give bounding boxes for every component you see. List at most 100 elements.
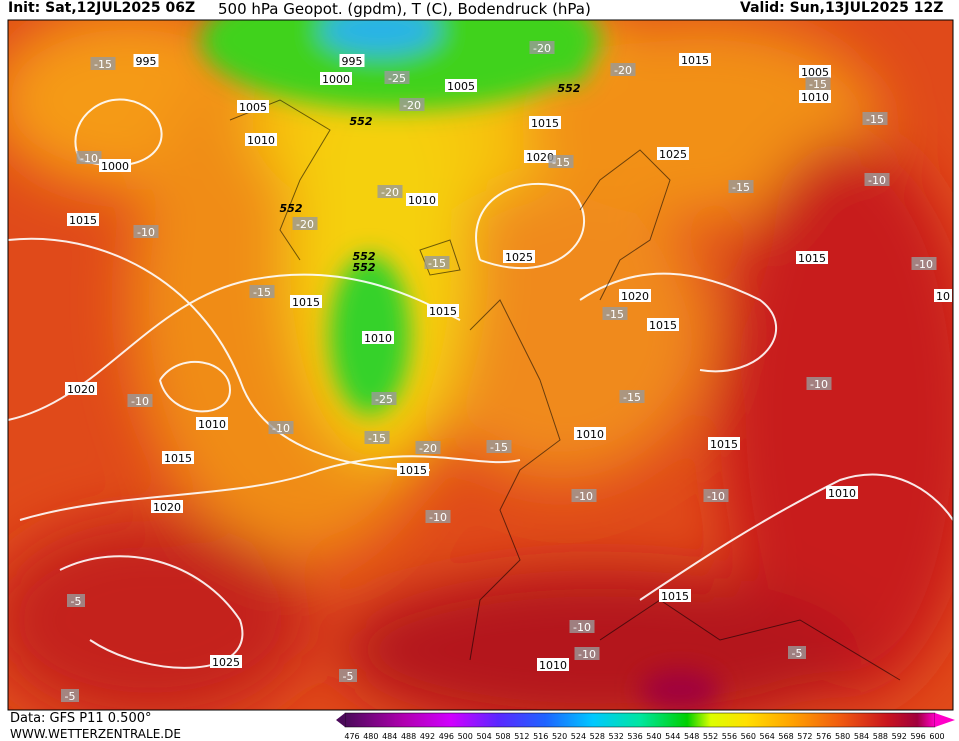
map-label: 1015: [796, 251, 828, 265]
label-box: [934, 289, 952, 302]
map-label: -10: [703, 489, 729, 503]
map-label: -15: [424, 256, 450, 270]
label-box: [397, 463, 429, 476]
colorbar-arrow: [935, 713, 955, 727]
label-box: [99, 159, 131, 172]
colorbar-label: 516: [533, 732, 548, 741]
website: WWW.WETTERZENTRALE.DE: [10, 727, 181, 741]
label-box: [647, 318, 679, 331]
label-box: [427, 304, 459, 317]
label-box: [864, 173, 890, 186]
label-box: [196, 417, 228, 430]
map-label-text: -25: [388, 72, 406, 85]
map-label-text: 552: [353, 250, 376, 263]
map-label-text: -10: [131, 395, 149, 408]
map-label-text: -10: [575, 490, 593, 503]
label-box: [151, 500, 183, 513]
colorbar-label: 496: [439, 732, 454, 741]
map-label-text: -10: [573, 621, 591, 634]
map-label: -20: [399, 98, 425, 112]
map-label: -10: [864, 173, 890, 187]
map-label: 1025: [657, 147, 689, 161]
colorbar-label: 596: [910, 732, 925, 741]
label-box: [371, 392, 397, 405]
label-box: [133, 54, 159, 67]
map-label-text: -15: [428, 257, 446, 270]
map-label-text: 552: [280, 202, 303, 215]
map-label: -15: [805, 77, 831, 91]
colorbar-label: 568: [778, 732, 793, 741]
colorbar-label: 576: [816, 732, 831, 741]
map-label-text: -15: [809, 78, 827, 91]
map-label: 1005: [237, 100, 269, 114]
map-label-text: 995: [342, 55, 363, 68]
map-label: 995: [133, 54, 159, 68]
label-box: [788, 646, 806, 659]
label-box: [127, 394, 153, 407]
label-box: [486, 440, 512, 453]
colorbar-label: 532: [609, 732, 624, 741]
map-label: 1015: [647, 318, 679, 332]
label-box: [249, 285, 275, 298]
map-label: -10: [127, 394, 153, 408]
label-box: [619, 390, 645, 403]
map-label: -10: [425, 510, 451, 524]
map-label: -15: [602, 307, 628, 321]
label-box: [362, 331, 394, 344]
label-box: [862, 112, 888, 125]
label-box: [911, 257, 937, 270]
label-box: [377, 185, 403, 198]
label-box: [679, 53, 711, 66]
map-label-text: 1015: [429, 305, 457, 318]
map-label-text: -5: [792, 647, 803, 660]
map-label-text: -15: [368, 432, 386, 445]
colorbar-label: 508: [495, 732, 510, 741]
label-box: [529, 116, 561, 129]
label-box: [67, 213, 99, 226]
map-label-text: 1010: [408, 194, 436, 207]
label-box: [548, 155, 574, 168]
label-box: [571, 489, 597, 502]
map-label-text: -10: [915, 258, 933, 271]
colorbar-label: 528: [590, 732, 605, 741]
label-box: [339, 669, 357, 682]
map-label-text: -20: [381, 186, 399, 199]
colorbar-label: 592: [892, 732, 907, 741]
map-label-text: -20: [296, 218, 314, 231]
map-label: 552: [353, 261, 376, 274]
map-label: -5: [61, 689, 79, 703]
data-source: Data: GFS P11 0.500°: [10, 711, 152, 726]
map-label: -10: [571, 489, 597, 503]
map-label-text: -10: [868, 174, 886, 187]
map-label: 1010: [406, 193, 438, 207]
map-label: 1015: [708, 437, 740, 451]
map-label: -10: [268, 421, 294, 435]
map-label-text: 1010: [539, 659, 567, 672]
label-box: [503, 250, 535, 263]
map-label-text: 1020: [153, 501, 181, 514]
map-label: -5: [339, 669, 357, 683]
colorbar: [344, 712, 936, 728]
label-box: [90, 57, 116, 70]
map-label: 1015: [162, 451, 194, 465]
map-label: -15: [90, 57, 116, 71]
map-label-text: 1020: [621, 290, 649, 303]
label-box: [602, 307, 628, 320]
label-box: [425, 510, 451, 523]
map-label-text: 1010: [364, 332, 392, 345]
map-label: 1010: [574, 427, 606, 441]
label-box: [65, 382, 97, 395]
map-label-text: -15: [552, 156, 570, 169]
label-box: [659, 589, 691, 602]
map-label: -5: [67, 594, 85, 608]
map-label: 10: [934, 289, 952, 303]
map-label: -10: [133, 225, 159, 239]
map-label: 552: [558, 82, 581, 95]
map-label-text: 1015: [531, 117, 559, 130]
label-box: [290, 295, 322, 308]
map-label-text: -10: [810, 378, 828, 391]
map-label: 1015: [679, 53, 711, 67]
map-label-text: 1025: [505, 251, 533, 264]
map-label: 552: [280, 202, 303, 215]
